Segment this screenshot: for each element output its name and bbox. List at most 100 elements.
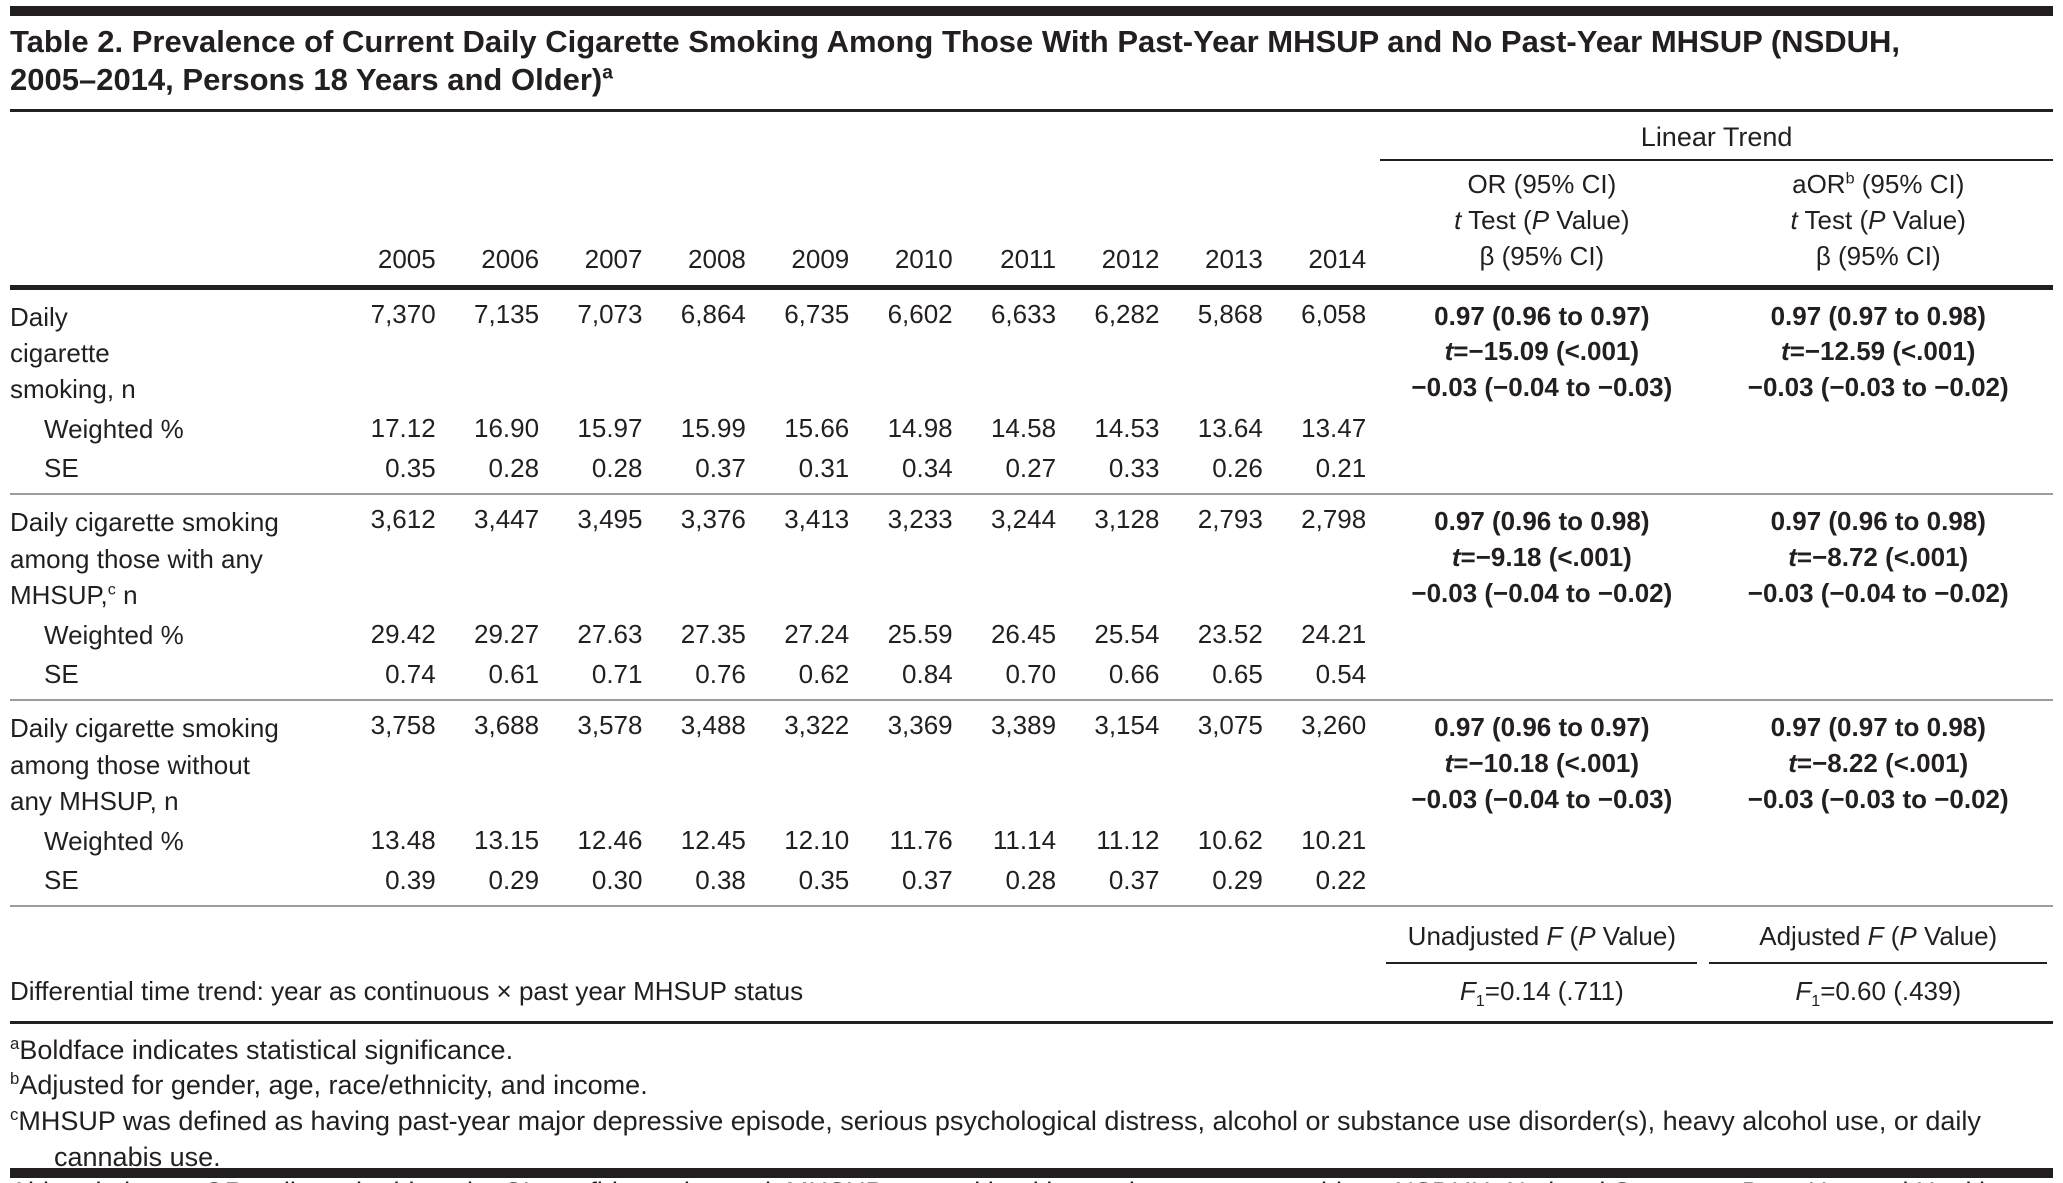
weighted-value: 10.21 bbox=[1301, 825, 1367, 856]
unadjusted-f-value: F1=0.14 (.711) bbox=[1459, 975, 1624, 1010]
n-value: 3,260 bbox=[1301, 710, 1367, 741]
weighted-value: 23.52 bbox=[1197, 619, 1263, 650]
se-value: 0.21 bbox=[1315, 452, 1367, 483]
differential-label: Differential time trend: year as continu… bbox=[10, 976, 804, 1007]
row-label: Weighted % bbox=[44, 825, 184, 856]
se-value: 0.66 bbox=[1108, 658, 1160, 689]
year-header: 2006 bbox=[481, 243, 540, 274]
table-row-se: SE 0.35 0.28 0.28 0.37 0.31 0.34 0.27 0.… bbox=[10, 447, 2053, 495]
weighted-value: 13.15 bbox=[474, 825, 540, 856]
n-value: 3,369 bbox=[887, 710, 953, 741]
weighted-value: 10.62 bbox=[1197, 825, 1263, 856]
table-row-weighted: Weighted % 17.12 16.90 15.97 15.99 15.66… bbox=[10, 408, 2053, 447]
weighted-value: 12.46 bbox=[577, 825, 643, 856]
row-label: SE bbox=[44, 864, 79, 895]
year-header: 2011 bbox=[1000, 243, 1057, 274]
n-value: 3,495 bbox=[577, 504, 643, 535]
footnote-abbreviations: Abbreviations: aOR=adjusted odds ratio, … bbox=[10, 1175, 2053, 1183]
table-row-no-mhsup-n: Daily cigarette smoking among those with… bbox=[10, 700, 2053, 819]
se-value: 0.37 bbox=[695, 452, 746, 483]
weighted-value: 12.10 bbox=[784, 825, 850, 856]
se-value: 0.28 bbox=[591, 452, 643, 483]
linear-trend-header: Linear Trend bbox=[1380, 111, 2053, 161]
aor-header-line: aORb (95% CI) bbox=[1792, 168, 1965, 199]
weighted-value: 13.48 bbox=[370, 825, 436, 856]
weighted-value: 11.76 bbox=[889, 825, 953, 856]
se-value: 0.38 bbox=[695, 864, 746, 895]
or-header-line: OR (95% CI) bbox=[1467, 168, 1617, 199]
row-label: Daily cigarette smoking, n bbox=[10, 301, 136, 405]
stub-header bbox=[10, 160, 346, 287]
weighted-value: 13.64 bbox=[1197, 413, 1263, 444]
se-value: 0.31 bbox=[798, 452, 850, 483]
year-header: 2013 bbox=[1204, 243, 1263, 274]
se-value: 0.29 bbox=[488, 864, 540, 895]
year-header: 2007 bbox=[584, 243, 643, 274]
n-value: 3,233 bbox=[887, 504, 953, 535]
se-value: 0.76 bbox=[695, 658, 746, 689]
adjusted-f-header: Adjusted F (P Value) bbox=[1703, 906, 2053, 965]
weighted-value: 15.66 bbox=[784, 413, 850, 444]
n-value: 6,602 bbox=[887, 298, 953, 329]
footnotes: aBoldface indicates statistical signific… bbox=[10, 1024, 2053, 1183]
weighted-value: 29.27 bbox=[474, 619, 540, 650]
aor-trend-cell: 0.97 (0.97 to 0.98) t=−8.22 (<.001) −0.0… bbox=[1747, 712, 2009, 815]
weighted-value: 16.90 bbox=[474, 413, 540, 444]
n-value: 3,612 bbox=[370, 504, 436, 535]
differential-trend-row: Differential time trend: year as continu… bbox=[10, 964, 2053, 1023]
year-header: 2012 bbox=[1101, 243, 1160, 274]
se-value: 0.29 bbox=[1212, 864, 1263, 895]
table-title-line2: 2005–2014, Persons 18 Years and Older)a bbox=[10, 62, 613, 98]
footnote-b: bAdjusted for gender, age, race/ethnicit… bbox=[10, 1069, 648, 1101]
n-value: 3,688 bbox=[474, 710, 540, 741]
n-value: 3,447 bbox=[474, 504, 540, 535]
n-value: 6,282 bbox=[1094, 298, 1160, 329]
se-value: 0.65 bbox=[1212, 658, 1263, 689]
n-value: 3,075 bbox=[1197, 710, 1263, 741]
se-value: 0.61 bbox=[488, 658, 540, 689]
year-header: 2005 bbox=[377, 243, 436, 274]
se-value: 0.35 bbox=[798, 864, 850, 895]
n-value: 7,135 bbox=[474, 298, 540, 329]
n-value: 2,793 bbox=[1197, 504, 1263, 535]
table-row-weighted: Weighted % 13.48 13.15 12.46 12.45 12.10… bbox=[10, 820, 2053, 859]
se-value: 0.35 bbox=[385, 452, 436, 483]
row-label: Weighted % bbox=[44, 413, 184, 444]
top-rule bbox=[10, 6, 2053, 16]
table-row-daily-n: Daily cigarette smoking, n 7,370 7,135 7… bbox=[10, 287, 2053, 408]
n-value: 6,633 bbox=[990, 298, 1057, 329]
year-header: 2008 bbox=[688, 243, 746, 274]
se-value: 0.34 bbox=[902, 452, 953, 483]
or-trend-cell: 0.97 (0.96 to 0.98) t=−9.18 (<.001) −0.0… bbox=[1411, 506, 1673, 609]
table-title-line1: Table 2. Prevalence of Current Daily Cig… bbox=[10, 24, 1901, 59]
weighted-value: 15.97 bbox=[577, 413, 643, 444]
se-value: 0.28 bbox=[488, 452, 540, 483]
weighted-value: 29.42 bbox=[370, 619, 436, 650]
aor-column-header: aORb (95% CI) t Test (P Value) β (95% CI… bbox=[1703, 160, 2053, 287]
se-value: 0.28 bbox=[1005, 864, 1057, 895]
bottom-rule bbox=[10, 1168, 2053, 1178]
weighted-value: 26.45 bbox=[990, 619, 1057, 650]
n-value: 3,389 bbox=[990, 710, 1057, 741]
se-value: 0.54 bbox=[1315, 658, 1367, 689]
or-column-header: OR (95% CI) t Test (P Value) β (95% CI) bbox=[1380, 160, 1703, 287]
weighted-value: 13.47 bbox=[1301, 413, 1367, 444]
se-value: 0.62 bbox=[798, 658, 850, 689]
weighted-value: 14.98 bbox=[887, 413, 953, 444]
or-header-line: β (95% CI) bbox=[1479, 240, 1605, 271]
n-value: 3,488 bbox=[680, 710, 746, 741]
aor-header-line: t Test (P Value) bbox=[1790, 204, 1966, 235]
se-value: 0.22 bbox=[1315, 864, 1367, 895]
n-value: 6,735 bbox=[784, 298, 850, 329]
row-label: Weighted % bbox=[44, 619, 184, 650]
weighted-value: 27.63 bbox=[577, 619, 643, 650]
se-value: 0.39 bbox=[385, 864, 436, 895]
se-value: 0.33 bbox=[1108, 452, 1160, 483]
table-row-se: SE 0.74 0.61 0.71 0.76 0.62 0.84 0.70 0.… bbox=[10, 653, 2053, 701]
weighted-value: 12.45 bbox=[680, 825, 746, 856]
or-trend-cell: 0.97 (0.96 to 0.97) t=−10.18 (<.001) −0.… bbox=[1411, 712, 1673, 815]
n-value: 3,154 bbox=[1094, 710, 1160, 741]
n-value: 3,322 bbox=[784, 710, 850, 741]
se-value: 0.27 bbox=[1005, 452, 1057, 483]
footnote-a: aBoldface indicates statistical signific… bbox=[10, 1033, 514, 1065]
